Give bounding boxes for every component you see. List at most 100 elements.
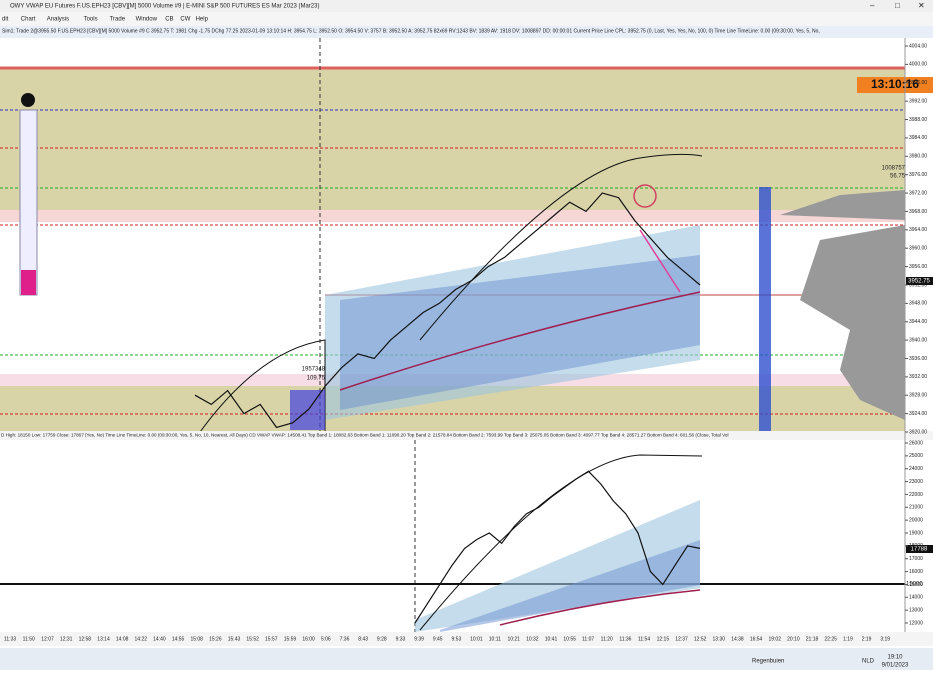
- y-tick-label: 24000: [909, 466, 923, 472]
- y-tick-label: 13000: [909, 607, 923, 613]
- y-tick-label: 3956.00: [909, 264, 927, 270]
- vwap-line: [499, 589, 701, 626]
- y-tick-label: 3928.00: [909, 393, 927, 399]
- menu-bar: [0, 12, 933, 26]
- x-tick-label: 11:20: [601, 636, 613, 642]
- x-tick-label: 15:08: [190, 636, 203, 642]
- x-tick-label: 9:28: [377, 636, 387, 642]
- line-label: 15000: [906, 582, 923, 588]
- y-tick-label: 26000: [909, 440, 923, 446]
- x-tick-label: 11:33: [4, 636, 16, 642]
- x-tick-label: 9:39: [414, 636, 424, 642]
- y-tick-label: 3964.00: [909, 227, 927, 233]
- volume-label: 1008757: [882, 166, 906, 172]
- x-tick-label: 5:06: [321, 636, 331, 642]
- x-tick-label: 15:52: [246, 636, 259, 642]
- language[interactable]: NLD: [862, 659, 875, 665]
- y-tick-label: 4004.00: [909, 43, 927, 49]
- menu-item[interactable]: dit: [2, 17, 9, 23]
- x-tick-label: 9:53: [452, 636, 462, 642]
- zone: [0, 68, 905, 213]
- volume-profile: [780, 190, 905, 420]
- vwap-band: [440, 540, 700, 632]
- y-tick-label: 19000: [909, 530, 923, 536]
- price-line: [414, 470, 701, 624]
- y-tick-label: 15000: [909, 582, 923, 588]
- y-tick-label: 3968.00: [909, 209, 927, 215]
- clock-time[interactable]: 19:10: [887, 655, 903, 661]
- price-line: [194, 192, 701, 429]
- status-line: [0, 26, 933, 38]
- x-tick-label: 16:00: [302, 636, 315, 642]
- volume-label: 1957348: [302, 367, 326, 373]
- window-controls[interactable]: – □ ✕: [870, 1, 925, 10]
- menu-item[interactable]: Tools: [84, 17, 98, 23]
- value-label: 17788: [911, 547, 928, 553]
- taskbar: [0, 648, 933, 670]
- y-tick-label: 25000: [909, 453, 923, 459]
- x-tick-label: 12:15: [657, 636, 670, 642]
- x-tick-label: 10:01: [470, 636, 483, 642]
- toolbar-toggle[interactable]: [21, 93, 35, 107]
- menu-item[interactable]: Trade: [110, 17, 126, 23]
- volume-bars: [759, 187, 771, 432]
- y-tick-label: 3972.00: [909, 190, 927, 196]
- y-tick-label: 14000: [909, 595, 923, 601]
- x-tick-label: 12:52: [694, 636, 707, 642]
- x-tick-label: 10:55: [563, 636, 576, 642]
- y-tick-label: 18000: [909, 543, 923, 549]
- menu-item[interactable]: Window: [136, 17, 158, 23]
- y-tick-label: 3988.00: [909, 117, 927, 123]
- y-tick-label: 3924.00: [909, 411, 927, 417]
- vwap-band: [340, 255, 700, 410]
- x-tick-label: 14:38: [731, 636, 744, 642]
- menu-item[interactable]: Chart: [21, 17, 36, 23]
- x-tick-label: 15:26: [209, 636, 222, 642]
- y-tick-label: 3984.00: [909, 135, 927, 141]
- menu-item[interactable]: Analysis: [47, 17, 69, 23]
- x-tick-label: 15:43: [228, 636, 241, 642]
- y-tick-label: 3952.00: [909, 282, 927, 288]
- x-tick-label: 10:32: [526, 636, 539, 642]
- y-tick-label: 22000: [909, 492, 923, 498]
- price-box: [906, 277, 933, 285]
- x-tick-label: 12:07: [41, 636, 54, 642]
- y-tick-label: 3948.00: [909, 301, 927, 307]
- time-axis: [0, 632, 933, 646]
- x-tick-label: 22:25: [824, 636, 837, 642]
- drawing-toolbar[interactable]: [19, 109, 38, 296]
- y-tick-label: 3996.00: [909, 80, 927, 86]
- clock: 13:10:16: [871, 77, 919, 91]
- menu-item[interactable]: Help: [196, 17, 209, 23]
- band-line: [419, 153, 703, 341]
- weather[interactable]: Regenbuien: [752, 659, 784, 665]
- window-title: OWY VWAP EU Futures F.US.EPH23 [CBV][M] …: [10, 4, 319, 10]
- menu-item[interactable]: CW: [180, 17, 190, 23]
- arrow: [639, 229, 681, 293]
- color-swatch[interactable]: [21, 270, 36, 295]
- circle-marker: [633, 184, 657, 208]
- x-tick-label: 10:21: [507, 636, 520, 642]
- y-tick-label: 3936.00: [909, 356, 927, 362]
- y-tick-label: 3940.00: [909, 337, 927, 343]
- y-tick-label: 17000: [909, 556, 923, 562]
- x-tick-label: 11:07: [582, 636, 594, 642]
- x-tick-label: 11:36: [619, 636, 631, 642]
- x-tick-label: 2:19: [862, 636, 872, 642]
- clock-date[interactable]: 9/01/2023: [882, 663, 909, 669]
- status-text: Sim1: Trade 2@3955.50 F.US.EPH23 [CBV][M…: [2, 28, 820, 34]
- y-tick-label: 3976.00: [909, 172, 927, 178]
- x-tick-label: 11:54: [638, 636, 650, 642]
- y-tick-label: 3920.00: [909, 429, 927, 435]
- menu-item[interactable]: CB: [165, 17, 173, 23]
- y-tick-label: 3992.00: [909, 98, 927, 104]
- x-tick-label: 7:36: [340, 636, 350, 642]
- x-tick-label: 9:45: [433, 636, 443, 642]
- x-tick-label: 12:58: [79, 636, 92, 642]
- x-tick-label: 21:18: [806, 636, 819, 642]
- vwap-line: [339, 291, 701, 391]
- x-tick-label: 14:55: [172, 636, 185, 642]
- price-label: 3952.75: [908, 279, 930, 285]
- y-tick-label: 3980.00: [909, 154, 927, 160]
